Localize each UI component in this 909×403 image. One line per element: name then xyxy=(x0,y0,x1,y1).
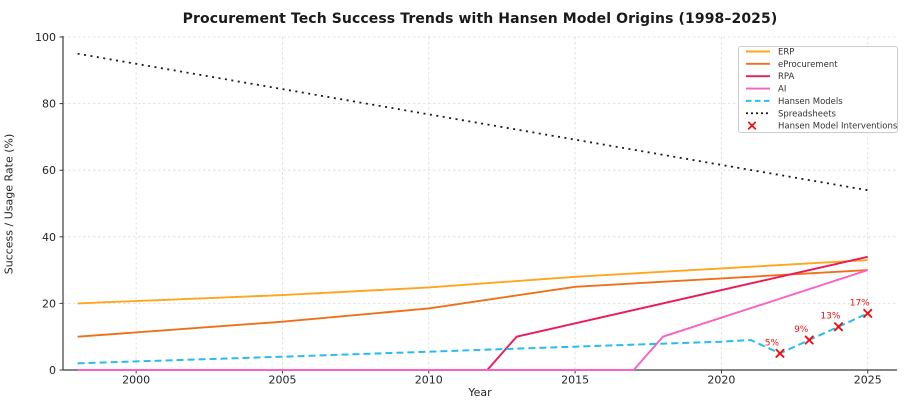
chart-title: Procurement Tech Success Trends with Han… xyxy=(182,11,778,27)
legend-label-ai: AI xyxy=(778,85,786,95)
x-tick-label: 2025 xyxy=(854,374,882,387)
series-line-rpa xyxy=(77,255,868,371)
y-tick-label: 60 xyxy=(42,164,56,177)
series-line-ai xyxy=(77,269,868,371)
y-tick-label: 20 xyxy=(42,297,56,310)
y-tick-label: 100 xyxy=(35,31,56,44)
x-tick-label: 2005 xyxy=(268,374,296,387)
y-axis-label: Success / Usage Rate (%) xyxy=(2,133,16,275)
series-line-erp xyxy=(77,259,868,305)
legend-box xyxy=(738,46,898,133)
x-axis-label: Year xyxy=(468,386,492,399)
legend-swatch-x-marker xyxy=(747,121,757,130)
intervention-label: 13% xyxy=(820,312,840,322)
legend-label-hansen-models: Hansen Models xyxy=(778,97,843,107)
series-line-eprocurement xyxy=(77,269,868,338)
legend-label-erp: ERP xyxy=(778,48,794,58)
y-tick-label: 0 xyxy=(49,364,56,377)
intervention-marker xyxy=(863,308,873,318)
x-tick-label: 2015 xyxy=(561,374,589,387)
legend-label-spreadsheets: Spreadsheets xyxy=(778,109,837,119)
intervention-marker xyxy=(775,348,785,358)
y-tick-label: 40 xyxy=(42,231,56,244)
x-tick-label: 2000 xyxy=(122,374,150,387)
intervention-label: 5% xyxy=(765,338,780,348)
series-line-hansen-models xyxy=(77,312,869,365)
legend-label-rpa: RPA xyxy=(778,72,794,82)
intervention-marker xyxy=(804,335,814,345)
legend-label-hansen-model-interventions: Hansen Model Interventions xyxy=(778,122,898,132)
x-tick-label: 2010 xyxy=(415,374,443,387)
legend-label-eprocurement: eProcurement xyxy=(778,60,838,70)
intervention-label: 9% xyxy=(794,325,809,335)
x-tick-label: 2020 xyxy=(707,374,735,387)
intervention-label: 17% xyxy=(850,298,870,308)
y-tick-label: 80 xyxy=(42,98,56,111)
intervention-marker xyxy=(833,322,844,332)
